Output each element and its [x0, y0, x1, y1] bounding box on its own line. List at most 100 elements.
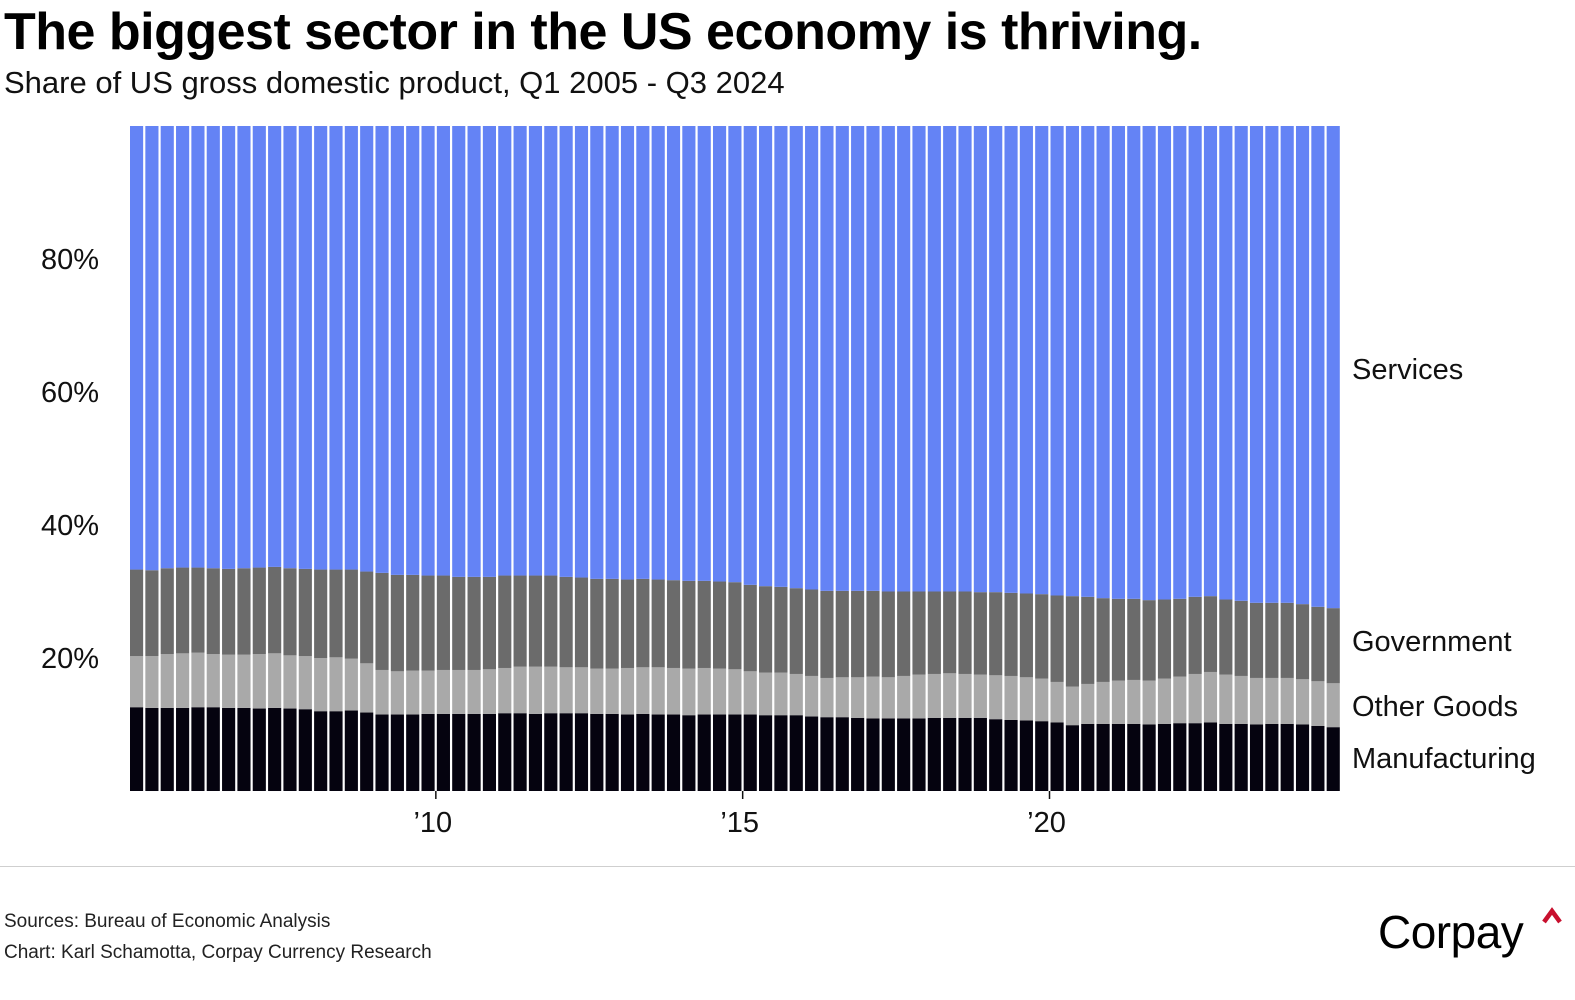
bar-services-2007Q4 [298, 126, 312, 569]
bar-government-2005Q4 [176, 567, 190, 654]
bar-manufacturing-2022Q2 [1188, 723, 1202, 791]
bar-manufacturing-2005Q1 [130, 707, 144, 791]
series-label-manufacturing: Manufacturing [1352, 743, 1536, 775]
bar-manufacturing-2021Q2 [1127, 723, 1141, 791]
bar-other-goods-2008Q1 [314, 658, 328, 712]
bar-government-2010Q1 [436, 575, 450, 670]
bar-other-goods-2024Q2 [1311, 681, 1325, 726]
bar-services-2024Q1 [1295, 126, 1310, 605]
bar-services-2014Q1 [682, 126, 696, 581]
bar-manufacturing-2018Q3 [958, 717, 972, 791]
bar-manufacturing-2024Q2 [1311, 725, 1325, 791]
bar-other-goods-2013Q3 [651, 667, 665, 715]
bar-services-2018Q3 [958, 126, 972, 592]
bar-government-2020Q4 [1096, 598, 1110, 682]
bar-manufacturing-2016Q2 [820, 717, 834, 791]
bar-government-2023Q4 [1280, 602, 1294, 678]
bar-other-goods-2023Q3 [1265, 677, 1279, 724]
bar-services-2016Q2 [820, 126, 834, 591]
bar-government-2007Q4 [298, 568, 312, 657]
bar-manufacturing-2016Q3 [835, 717, 849, 791]
caret-up-icon [1542, 907, 1562, 924]
bar-services-2014Q2 [697, 126, 711, 581]
bar-other-goods-2020Q1 [1050, 681, 1064, 723]
bar-services-2022Q2 [1188, 126, 1202, 597]
y-axis: 20% 40% 60% 80% [41, 244, 99, 675]
bar-manufacturing-2023Q1 [1234, 723, 1248, 791]
bar-manufacturing-2019Q1 [989, 719, 1003, 791]
bar-government-2014Q1 [682, 580, 696, 669]
bar-services-2019Q4 [1035, 126, 1049, 595]
bar-government-2019Q1 [989, 592, 1003, 676]
bar-manufacturing-2019Q3 [1019, 720, 1033, 791]
bar-manufacturing-2010Q1 [436, 713, 450, 791]
bar-manufacturing-2005Q2 [145, 707, 159, 792]
bar-government-2007Q1 [252, 567, 266, 655]
bar-other-goods-2017Q2 [881, 677, 895, 719]
bar-services-2024Q2 [1311, 126, 1325, 607]
bar-government-2014Q4 [728, 582, 742, 670]
bar-services-2015Q1 [743, 126, 757, 585]
bar-government-2020Q1 [1050, 595, 1064, 682]
bar-other-goods-2006Q3 [222, 654, 236, 708]
bar-services-2009Q2 [390, 126, 404, 575]
bar-services-2023Q3 [1265, 126, 1279, 603]
bar-other-goods-2019Q2 [1004, 675, 1018, 720]
bar-other-goods-2016Q2 [820, 677, 834, 718]
bar-other-goods-2013Q4 [666, 667, 681, 715]
bar-government-2007Q2 [268, 566, 282, 654]
bar-services-2023Q1 [1234, 126, 1248, 601]
bar-other-goods-2014Q3 [712, 668, 727, 715]
bar-manufacturing-2012Q4 [605, 713, 619, 791]
bar-government-2009Q4 [421, 575, 435, 671]
bar-government-2011Q2 [513, 575, 527, 667]
bar-government-2019Q2 [1004, 592, 1018, 676]
bar-services-2022Q1 [1173, 126, 1187, 599]
bar-manufacturing-2011Q1 [498, 713, 512, 791]
bar-manufacturing-2009Q2 [390, 714, 404, 791]
bar-other-goods-2009Q3 [406, 670, 420, 715]
bar-government-2015Q4 [789, 588, 803, 674]
bar-government-2018Q2 [943, 591, 957, 674]
bar-services-2012Q3 [590, 126, 604, 579]
bar-government-2016Q1 [805, 589, 819, 676]
bar-manufacturing-2020Q1 [1050, 722, 1064, 791]
bar-other-goods-2021Q4 [1157, 678, 1172, 724]
bar-manufacturing-2008Q2 [329, 711, 343, 791]
bar-manufacturing-2008Q3 [344, 710, 358, 791]
bar-other-goods-2019Q4 [1035, 678, 1049, 722]
bar-other-goods-2010Q4 [482, 669, 496, 714]
bar-government-2018Q1 [927, 591, 941, 674]
bar-manufacturing-2020Q4 [1096, 723, 1110, 791]
bar-other-goods-2015Q1 [743, 671, 757, 715]
bar-manufacturing-2014Q1 [682, 715, 696, 791]
bar-other-goods-2013Q1 [620, 667, 635, 715]
bar-manufacturing-2024Q1 [1295, 724, 1310, 791]
bar-manufacturing-2015Q2 [759, 715, 773, 791]
bar-other-goods-2016Q1 [805, 675, 819, 717]
bar-manufacturing-2022Q4 [1219, 723, 1233, 791]
bar-manufacturing-2018Q2 [943, 717, 957, 791]
footer-divider [0, 866, 1575, 867]
bar-services-2017Q4 [912, 126, 926, 592]
bar-other-goods-2010Q2 [452, 669, 466, 714]
bar-other-goods-2012Q3 [590, 668, 604, 714]
bar-manufacturing-2018Q4 [973, 717, 987, 791]
bar-other-goods-2019Q1 [989, 675, 1003, 720]
bar-manufacturing-2012Q1 [559, 713, 573, 791]
bar-manufacturing-2023Q4 [1280, 723, 1294, 791]
bar-services-2005Q4 [176, 126, 190, 568]
bar-other-goods-2010Q1 [436, 669, 450, 714]
bar-manufacturing-2009Q4 [421, 713, 435, 791]
bar-other-goods-2007Q2 [268, 653, 282, 708]
bar-services-2019Q1 [989, 126, 1003, 593]
bar-manufacturing-2014Q2 [697, 714, 711, 791]
x-axis: ’10 ’15 ’20 [413, 791, 1066, 839]
bar-manufacturing-2014Q3 [712, 714, 727, 791]
bar-services-2014Q3 [712, 126, 727, 582]
bar-manufacturing-2008Q1 [314, 711, 328, 791]
bar-services-2006Q4 [237, 126, 251, 569]
bar-government-2009Q1 [375, 572, 389, 670]
bar-manufacturing-2007Q3 [283, 708, 297, 791]
bar-other-goods-2019Q3 [1019, 677, 1033, 721]
